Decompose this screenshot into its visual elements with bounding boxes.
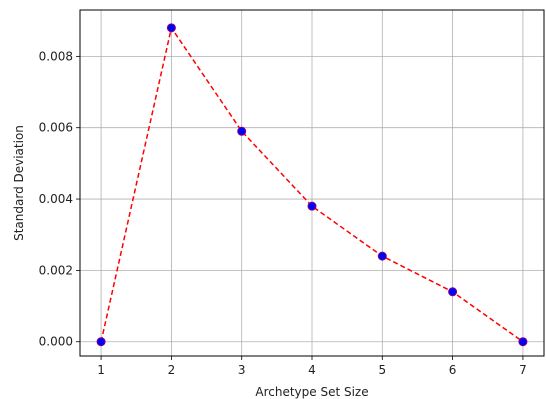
y-tick-label: 0.002 <box>39 263 73 277</box>
data-point <box>377 251 387 261</box>
series-layer <box>96 23 528 347</box>
x-axis-label: Archetype Set Size <box>255 385 368 399</box>
y-tick-label: 0.004 <box>39 192 73 206</box>
x-tick-label: 4 <box>308 363 316 377</box>
y-tick-label: 0.006 <box>39 121 73 135</box>
x-tick-label: 2 <box>168 363 176 377</box>
data-point <box>307 201 317 211</box>
x-tick-label: 7 <box>519 363 527 377</box>
y-tick-label: 0.000 <box>39 335 73 349</box>
data-point <box>448 287 458 297</box>
grid <box>80 10 544 356</box>
data-point <box>96 337 106 347</box>
data-point <box>166 23 176 33</box>
x-tick-label: 3 <box>238 363 246 377</box>
x-tick-label: 6 <box>449 363 457 377</box>
data-point <box>237 126 247 136</box>
y-axis-label: Standard Deviation <box>12 125 26 241</box>
ticks: 1 2 3 4 5 6 7 0.000 0.002 0.004 0.006 0.008 <box>39 49 527 377</box>
y-tick-label: 0.008 <box>39 49 73 63</box>
x-tick-label: 5 <box>378 363 386 377</box>
data-point <box>518 337 528 347</box>
x-tick-label: 1 <box>97 363 105 377</box>
